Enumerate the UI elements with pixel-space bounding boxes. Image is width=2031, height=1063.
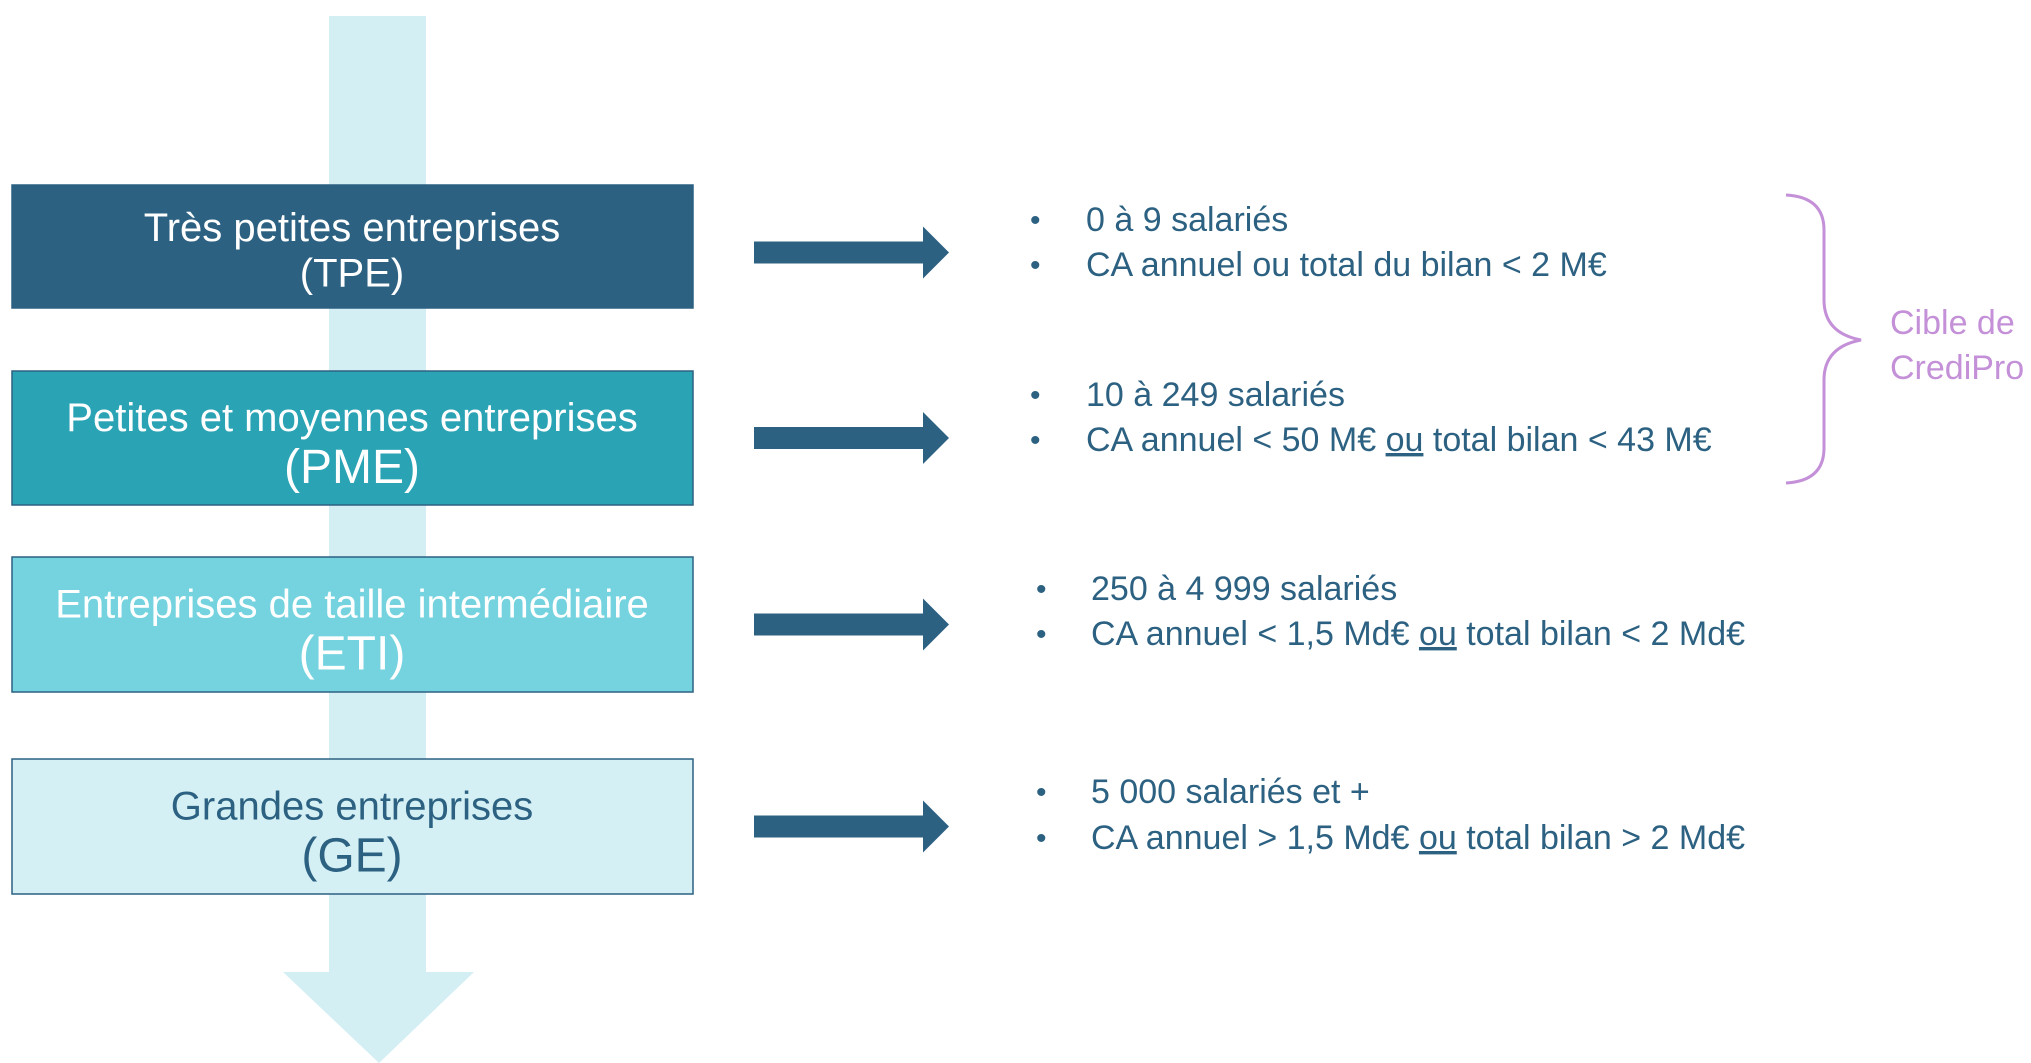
tier-abbr: (TPE) — [300, 252, 404, 296]
bullet-part: CA annuel < 1,5 Md€ — [1091, 615, 1419, 653]
bullet-symbol: • — [1030, 379, 1041, 412]
bullet-text: 5 000 salariés et + — [1091, 773, 1370, 811]
tier-abbr: (ETI) — [299, 628, 406, 681]
bullet-text: 10 à 249 salariés — [1086, 376, 1345, 414]
tier-name: Petites et moyennes entreprises — [66, 396, 637, 440]
tier-box — [11, 370, 694, 506]
tier-box — [11, 184, 694, 309]
bullet-text: 250 à 4 999 salariés — [1091, 570, 1397, 608]
tier-box — [11, 758, 694, 895]
tier-name: Très petites entreprises — [144, 206, 560, 250]
bullet-symbol: • — [1036, 776, 1047, 809]
bullet-symbol: • — [1036, 618, 1047, 651]
bullet-part: total bilan > 2 Md€ — [1457, 819, 1745, 857]
bullet-part: total bilan < 43 M€ — [1423, 421, 1711, 459]
bullet-part: total bilan < 2 Md€ — [1457, 615, 1745, 653]
tier-abbr: (PME) — [284, 441, 420, 494]
bullet-symbol: • — [1030, 424, 1041, 457]
bullet-underlined: ou — [1386, 421, 1424, 459]
bullet-underlined: ou — [1419, 819, 1457, 857]
bullet-symbol: • — [1030, 204, 1041, 237]
bullet-text: CA annuel ou total du bilan < 2 M€ — [1086, 246, 1607, 284]
bullet-text: CA annuel > 1,5 Md€ ou total bilan > 2 M… — [1091, 819, 1745, 857]
bracket-label: Cible de — [1890, 304, 2015, 342]
bullet-part: CA annuel < 50 M€ — [1086, 421, 1386, 459]
tier-name: Grandes entreprises — [171, 785, 533, 829]
flow-arrow — [283, 16, 474, 1063]
bullet-symbol: • — [1036, 822, 1047, 855]
tier-name: Entreprises de taille intermédiaire — [55, 583, 649, 627]
arrow — [754, 800, 949, 853]
bullet-text: 0 à 9 salariés — [1086, 201, 1288, 239]
bullet-underlined: ou — [1419, 615, 1457, 653]
bullet-symbol: • — [1036, 573, 1047, 606]
tier-box — [11, 556, 694, 693]
arrow — [754, 598, 949, 651]
bullet-part: CA annuel > 1,5 Md€ — [1091, 819, 1419, 857]
arrow — [754, 226, 949, 279]
bracket-label: CrediPro — [1890, 349, 2024, 387]
bullet-symbol: • — [1030, 249, 1041, 282]
bracket — [1785, 193, 1862, 485]
tier-abbr: (GE) — [301, 830, 402, 883]
bullet-text: CA annuel < 50 M€ ou total bilan < 43 M€ — [1086, 421, 1712, 459]
arrow — [754, 412, 949, 464]
bullet-text: CA annuel < 1,5 Md€ ou total bilan < 2 M… — [1091, 615, 1745, 653]
